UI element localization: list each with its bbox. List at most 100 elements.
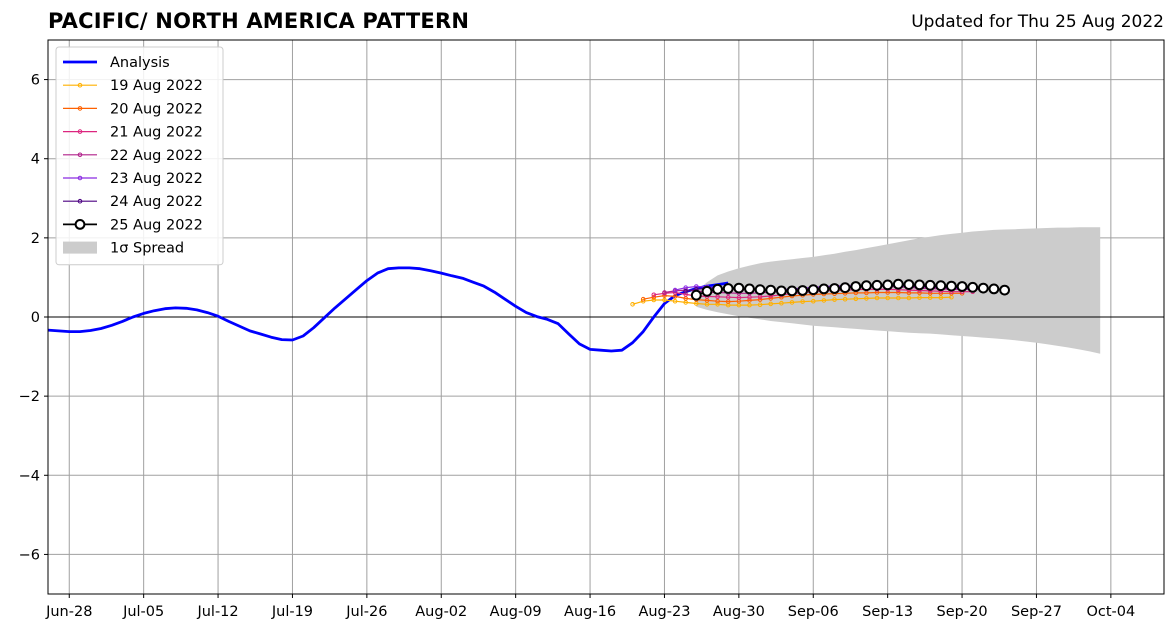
forecast-point: [640, 298, 646, 304]
forecast-point: [747, 302, 752, 308]
analysis-series: [47, 266, 729, 353]
forecast-point: [662, 290, 667, 295]
legend-forecast-marker: [77, 129, 83, 134]
forecast-point: [821, 298, 827, 303]
forecast-point: [733, 282, 745, 294]
y-axis-ticks: −6 −4 −2 0 2 4 6: [19, 73, 48, 563]
forecast-point: [956, 281, 968, 292]
legend-spread-swatch: [63, 241, 97, 254]
forecast-point: [871, 279, 883, 291]
y-tick-label: −4: [19, 468, 40, 484]
forecast-point: [896, 295, 901, 301]
y-tick-label: 0: [31, 310, 40, 326]
forecast-point: [924, 279, 936, 291]
analysis-line: [47, 266, 729, 353]
y-tick-label: 2: [31, 231, 40, 247]
y-tick-label: 4: [31, 152, 40, 168]
forecast-point: [768, 301, 774, 307]
forecast-point: [651, 294, 657, 300]
y-tick-label: −6: [19, 547, 40, 563]
forecast-point: [736, 295, 742, 300]
forecast-point: [722, 283, 734, 294]
forecast-point: [800, 299, 805, 304]
y-tick-label: −2: [19, 389, 40, 405]
forecast-point: [715, 298, 720, 304]
forecast-point: [850, 281, 862, 292]
forecast-point: [935, 280, 947, 292]
forecast-point: [811, 298, 816, 304]
x-tick-label: Aug-30: [713, 604, 765, 620]
forecast-point: [906, 290, 912, 296]
forecast-point: [917, 295, 922, 300]
x-tick-label: Sep-13: [862, 604, 913, 620]
legend-forecast-label: 24 Aug 2022: [110, 194, 203, 210]
forecast-point: [712, 283, 723, 295]
forecast-point: [853, 296, 859, 302]
forecast-series-6: [690, 278, 1010, 301]
forecast-line: [632, 296, 952, 306]
legend-forecast-marker: [77, 175, 83, 181]
forecast-point: [946, 280, 957, 292]
legend-forecast-label: 25 Aug 2022: [110, 217, 203, 233]
legend-spread-label: 1σ Spread: [110, 241, 184, 257]
forecast-point: [885, 295, 891, 301]
forecast-point: [977, 282, 989, 294]
forecast-point: [651, 297, 657, 303]
forecast-point: [864, 296, 869, 301]
forecast-point: [914, 279, 925, 291]
x-tick-label: Aug-02: [415, 604, 467, 620]
x-axis-ticks: Jun-28 Jul-05 Jul-12 Jul-19 Jul-26 Aug-02 Aug-…: [45, 594, 1135, 620]
legend-forecast-label: 21 Aug 2022: [110, 125, 203, 141]
forecast-point: [861, 280, 872, 292]
x-tick-label: Jul-26: [345, 604, 387, 620]
forecast-point: [786, 285, 798, 297]
forecast-point: [776, 285, 787, 297]
forecast-point: [754, 284, 766, 296]
forecast-point: [690, 289, 702, 301]
x-tick-label: Sep-20: [937, 604, 988, 620]
forecast-point: [892, 278, 904, 290]
x-tick-label: Sep-06: [788, 604, 839, 620]
forecast-point: [842, 296, 848, 302]
forecast-point: [818, 283, 830, 295]
forecast-point: [683, 289, 689, 294]
forecast-point: [988, 283, 1000, 295]
forecast-point: [874, 295, 880, 301]
forecast-point: [999, 284, 1010, 296]
forecast-point: [906, 295, 912, 301]
forecast-point: [779, 300, 784, 306]
forecast-point: [882, 279, 894, 291]
forecast-point: [651, 292, 657, 298]
legend-forecast-label: 19 Aug 2022: [110, 78, 203, 94]
x-tick-label: Jun-28: [45, 604, 92, 620]
forecast-point: [829, 283, 840, 294]
forecast-point: [630, 302, 635, 307]
forecast-series: [630, 278, 1010, 308]
x-tick-label: Jul-05: [122, 604, 164, 620]
legend-forecast-marker: [74, 219, 86, 230]
forecast-point: [903, 279, 915, 291]
forecast-point: [715, 294, 720, 300]
forecast-point: [757, 297, 763, 302]
forecast-point: [967, 281, 979, 293]
forecast-point: [694, 284, 699, 289]
legend-analysis-label: Analysis: [110, 55, 170, 71]
legend-forecast-marker: [77, 152, 83, 158]
x-tick-label: Sep-27: [1011, 604, 1062, 620]
forecast-point: [672, 287, 678, 293]
forecast-point: [725, 299, 731, 304]
forecast-point: [896, 290, 901, 295]
legend-forecast-label: 23 Aug 2022: [110, 171, 203, 187]
legend-forecast-label: 22 Aug 2022: [110, 148, 203, 164]
forecast-point: [832, 297, 837, 302]
legend-forecast-marker: [77, 82, 83, 88]
x-tick-label: Aug-16: [564, 604, 616, 620]
forecast-point: [725, 294, 731, 300]
legend-forecast-label: 20 Aug 2022: [110, 101, 203, 117]
forecast-point: [807, 284, 819, 296]
updated-date: Updated for Thu 25 Aug 2022: [911, 12, 1164, 32]
forecast-point: [744, 283, 755, 295]
x-tick-label: Jul-19: [271, 604, 313, 620]
forecast-point: [765, 284, 777, 296]
chart-title: PACIFIC/ NORTH AMERICA PATTERN: [48, 9, 470, 33]
